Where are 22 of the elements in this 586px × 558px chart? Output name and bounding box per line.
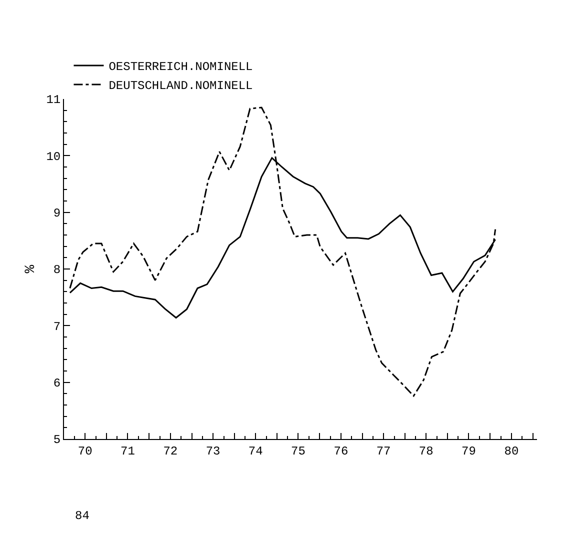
x-tick-label: 80 [504,444,519,458]
x-tick-label: 73 [206,444,220,458]
legend-label: OESTERREICH.NOMINELL [108,60,253,74]
legend-label: DEUTSCHLAND.NOMINELL [108,79,253,94]
y-tick-label: 6 [53,376,61,391]
x-tick-label: 76 [334,444,348,458]
x-tick-label: 77 [376,444,391,458]
y-tick-label: 9 [53,206,61,221]
x-tick-label: 79 [462,444,476,458]
y-tick-label: 10 [46,150,61,164]
y-tick-label: 5 [53,433,61,448]
x-tick-label: 74 [248,444,263,458]
y-tick-label: 7 [53,320,61,334]
x-tick-label: 75 [291,444,306,458]
y-tick-label: 11 [46,93,61,108]
y-tick-label: 8 [53,263,61,278]
x-tick-label: 70 [78,444,92,458]
text: 84 [75,509,90,523]
x-tick-label: 71 [120,444,135,458]
y-axis-title: % [22,264,39,274]
x-tick-label: 72 [163,444,178,458]
x-tick-label: 78 [418,444,434,458]
